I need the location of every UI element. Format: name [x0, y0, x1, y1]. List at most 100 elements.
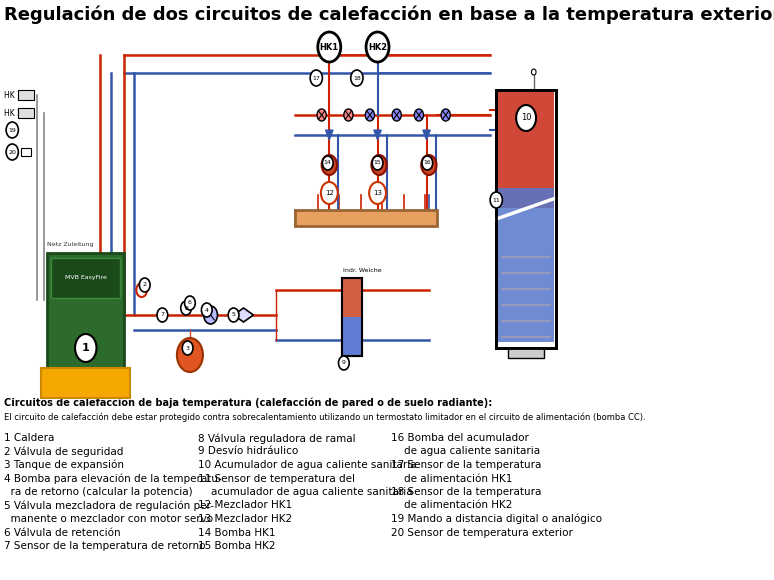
- Text: Circuitos de calefacción de baja temperatura (calefacción de pared o de suelo ra: Circuitos de calefacción de baja tempera…: [4, 398, 492, 408]
- Text: 16: 16: [423, 161, 431, 165]
- Bar: [342, 278, 362, 317]
- Circle shape: [532, 69, 536, 75]
- Circle shape: [365, 109, 375, 121]
- Text: HK 1: HK 1: [4, 90, 22, 100]
- Circle shape: [318, 32, 341, 62]
- Circle shape: [414, 109, 423, 121]
- Text: 1 Caldera: 1 Caldera: [4, 433, 54, 443]
- Text: de alimentación HK2: de alimentación HK2: [391, 501, 512, 510]
- Text: 19 Mando a distancia digital o analógico: 19 Mando a distancia digital o analógico: [391, 514, 601, 524]
- Text: 14 Bomba HK1: 14 Bomba HK1: [197, 527, 275, 538]
- Text: 1: 1: [82, 343, 90, 353]
- Text: 11 Sensor de temperatura del: 11 Sensor de temperatura del: [197, 473, 354, 484]
- Text: 16 Bomba del acumulador: 16 Bomba del acumulador: [391, 433, 529, 443]
- Text: 9 Desvío hidráulico: 9 Desvío hidráulico: [197, 447, 298, 456]
- Text: 12: 12: [325, 190, 334, 196]
- Circle shape: [344, 109, 353, 121]
- Circle shape: [136, 283, 147, 297]
- Bar: [508, 348, 544, 358]
- Text: manente o mezclador con motor servo: manente o mezclador con motor servo: [4, 514, 213, 524]
- Bar: [496, 90, 556, 348]
- Text: 5: 5: [231, 313, 235, 317]
- Circle shape: [490, 192, 502, 208]
- Text: 13: 13: [373, 190, 382, 196]
- Circle shape: [6, 144, 19, 160]
- Circle shape: [351, 70, 363, 86]
- Text: 7 Sensor de la temperatura de retorno: 7 Sensor de la temperatura de retorno: [4, 541, 205, 551]
- Circle shape: [338, 356, 349, 370]
- Circle shape: [310, 70, 323, 86]
- Circle shape: [180, 301, 191, 315]
- Text: 4 Bomba para elevación de la temperatu-: 4 Bomba para elevación de la temperatu-: [4, 473, 221, 484]
- Circle shape: [75, 334, 97, 362]
- Circle shape: [421, 155, 437, 175]
- Text: 3 Tanque de expansión: 3 Tanque de expansión: [4, 460, 124, 470]
- Text: 8 Válvula reguladora de ramal: 8 Válvula reguladora de ramal: [197, 433, 355, 444]
- Bar: [47, 253, 124, 368]
- Circle shape: [139, 278, 150, 292]
- Circle shape: [392, 109, 401, 121]
- Text: 4: 4: [205, 307, 209, 313]
- Bar: [295, 210, 437, 226]
- Bar: [342, 278, 362, 356]
- Text: 2 Válvula de seguridad: 2 Válvula de seguridad: [4, 447, 123, 457]
- Text: 20: 20: [9, 150, 16, 154]
- Bar: [496, 90, 556, 348]
- Text: 17 Sensor de la temperatura: 17 Sensor de la temperatura: [391, 460, 541, 470]
- Text: 18: 18: [353, 75, 361, 81]
- Text: de agua caliente sanitaria: de agua caliente sanitaria: [391, 447, 539, 456]
- Text: 15 Bomba HK2: 15 Bomba HK2: [197, 541, 275, 551]
- Circle shape: [441, 109, 450, 121]
- Text: 18 Sensor de la temperatura: 18 Sensor de la temperatura: [391, 487, 541, 497]
- Bar: [51, 258, 120, 298]
- Circle shape: [516, 105, 536, 131]
- Circle shape: [6, 122, 19, 138]
- Text: 20 Sensor de temperatura exterior: 20 Sensor de temperatura exterior: [391, 527, 573, 538]
- Bar: [342, 278, 362, 356]
- Text: 8: 8: [184, 306, 188, 310]
- Text: ra de retorno (calcular la potencia): ra de retorno (calcular la potencia): [4, 487, 193, 497]
- Text: 12 Mezclador HK1: 12 Mezclador HK1: [197, 501, 292, 510]
- Text: Netz Zuleitung: Netz Zuleitung: [47, 242, 94, 247]
- Polygon shape: [374, 130, 382, 140]
- Polygon shape: [423, 130, 430, 140]
- Text: Regulación de dos circuitos de calefacción en base a la temperatura exterior: Regulación de dos circuitos de calefacci…: [4, 5, 774, 24]
- Text: El circuito de calefacción debe estar protegido contra sobrecalentamiento utiliz: El circuito de calefacción debe estar pr…: [4, 412, 646, 422]
- Text: 19: 19: [9, 128, 16, 132]
- Bar: [342, 317, 362, 356]
- Circle shape: [422, 156, 433, 170]
- Circle shape: [321, 182, 337, 204]
- Circle shape: [366, 32, 389, 62]
- Circle shape: [204, 306, 217, 324]
- Bar: [498, 92, 554, 208]
- Text: 17: 17: [313, 75, 320, 81]
- Circle shape: [157, 308, 168, 322]
- Text: 9: 9: [342, 361, 346, 365]
- Circle shape: [317, 109, 326, 121]
- Text: acumulador de agua caliente sanitaria: acumulador de agua caliente sanitaria: [197, 487, 413, 497]
- Text: 6 Válvula de retención: 6 Válvula de retención: [4, 527, 121, 538]
- Text: 14: 14: [324, 161, 332, 165]
- Polygon shape: [325, 130, 333, 140]
- Text: de alimentación HK1: de alimentación HK1: [391, 473, 512, 484]
- Text: 6: 6: [188, 300, 192, 306]
- Circle shape: [182, 341, 193, 355]
- Bar: [18, 90, 35, 100]
- Circle shape: [372, 155, 387, 175]
- Text: HK2: HK2: [368, 42, 387, 52]
- Text: MVB EasyFire: MVB EasyFire: [65, 276, 107, 281]
- Bar: [18, 108, 35, 118]
- Text: 11: 11: [492, 198, 500, 202]
- Text: 15: 15: [374, 161, 382, 165]
- Bar: [21, 148, 31, 156]
- Bar: [41, 368, 130, 398]
- Text: 2: 2: [142, 282, 147, 288]
- Circle shape: [228, 308, 239, 322]
- Circle shape: [322, 155, 337, 175]
- Text: 3: 3: [186, 346, 190, 350]
- Text: 13 Mezclador HK2: 13 Mezclador HK2: [197, 514, 292, 524]
- Circle shape: [372, 156, 383, 170]
- Bar: [498, 188, 554, 342]
- Circle shape: [323, 156, 333, 170]
- Polygon shape: [234, 308, 253, 322]
